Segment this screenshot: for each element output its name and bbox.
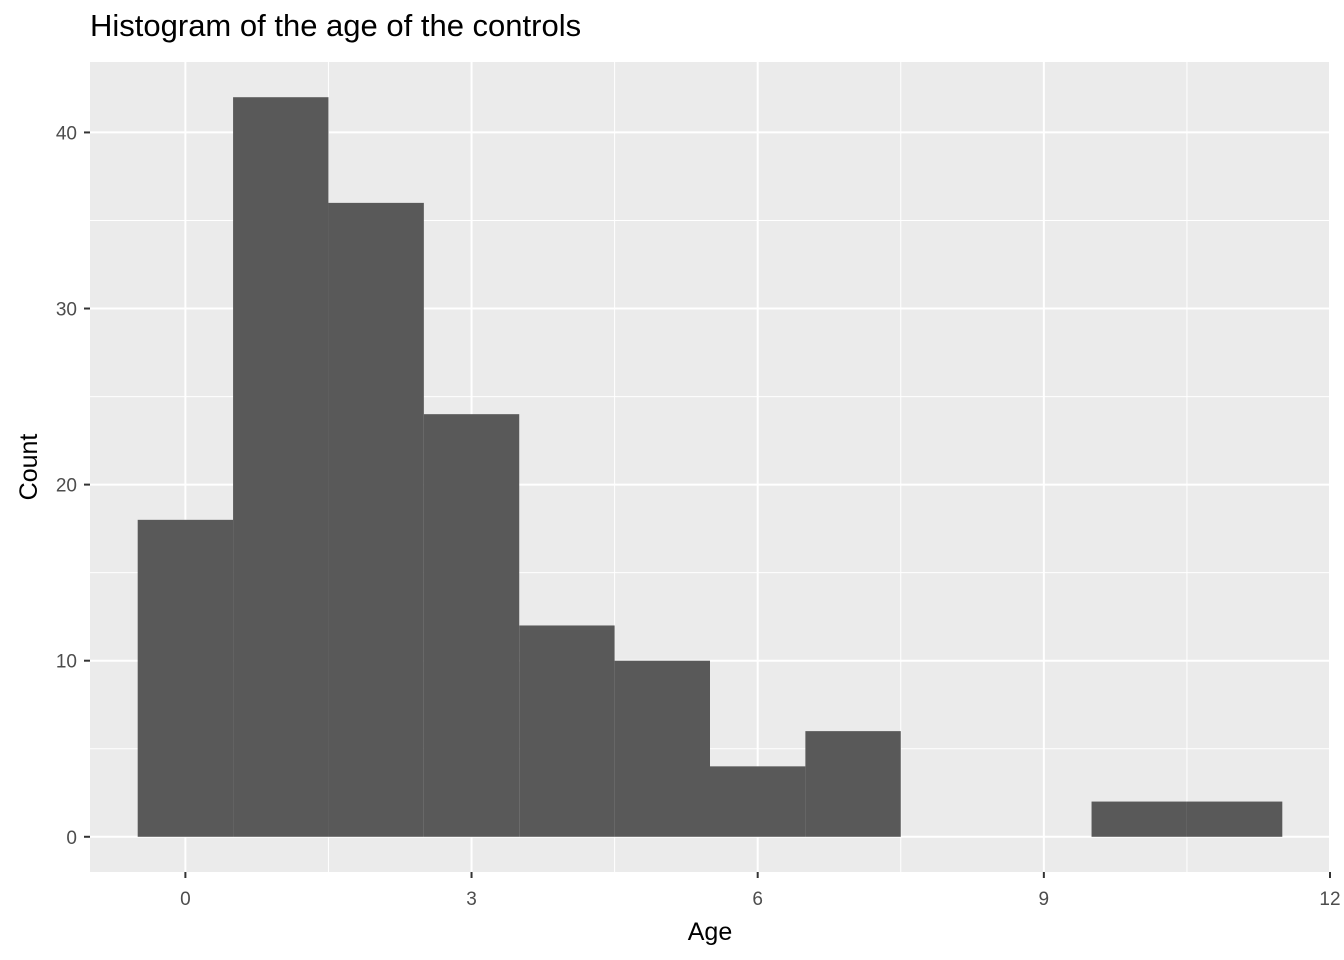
x-tick-label: 3 bbox=[466, 889, 477, 910]
y-tick-label: 10 bbox=[56, 652, 77, 673]
x-tick-label: 9 bbox=[1039, 889, 1050, 910]
x-tick-label: 0 bbox=[180, 889, 191, 910]
histogram-bar bbox=[805, 731, 901, 837]
histogram-bar bbox=[519, 625, 615, 837]
y-tick-label: 0 bbox=[66, 828, 77, 849]
histogram-bar bbox=[137, 519, 234, 837]
histogram-bar bbox=[614, 660, 710, 837]
x-axis: 0 3 6 9 12 bbox=[180, 872, 1341, 910]
y-axis-title: Count bbox=[15, 434, 43, 501]
histogram-bar bbox=[233, 97, 329, 837]
x-tick-label: 12 bbox=[1319, 889, 1340, 910]
x-tick-label: 6 bbox=[752, 889, 763, 910]
y-axis: 0 10 20 30 40 bbox=[56, 123, 90, 849]
bars bbox=[137, 97, 1283, 837]
y-tick-label: 40 bbox=[56, 123, 77, 144]
x-axis-title: Age bbox=[688, 918, 732, 946]
histogram-bar bbox=[328, 202, 424, 837]
histogram-bar bbox=[1186, 801, 1283, 837]
chart-title: Histogram of the age of the controls bbox=[90, 8, 582, 43]
histogram-bar bbox=[710, 766, 806, 837]
histogram-bar bbox=[1091, 801, 1187, 837]
y-tick-label: 30 bbox=[56, 300, 77, 321]
y-tick-label: 20 bbox=[56, 476, 77, 497]
histogram-bar bbox=[423, 414, 520, 837]
